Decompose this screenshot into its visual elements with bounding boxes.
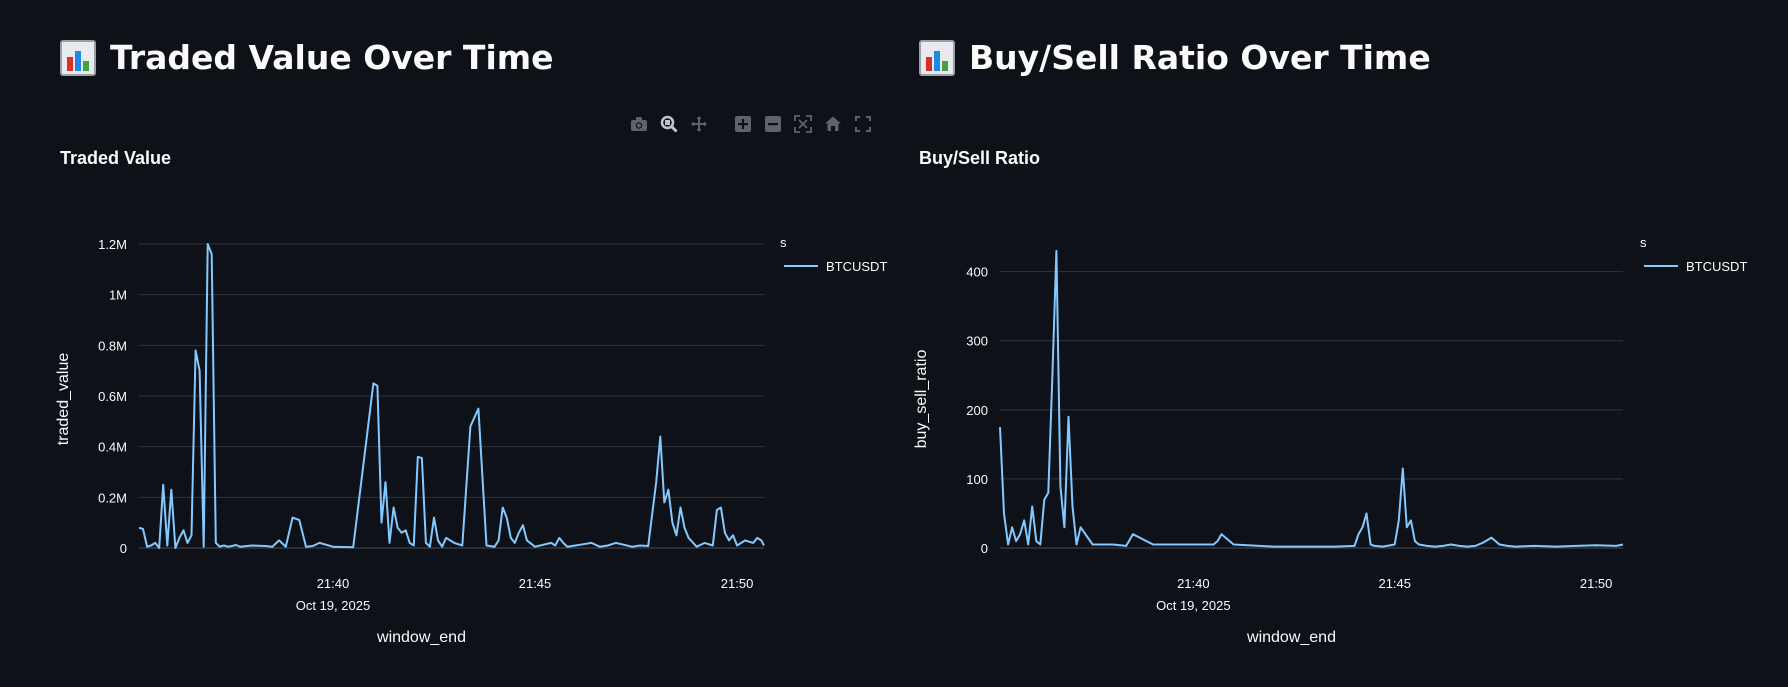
x-tick-date-label: Oct 19, 2025	[1156, 598, 1230, 613]
y-tick-label: 200	[966, 403, 988, 418]
legend-entry[interactable]: BTCUSDT	[826, 259, 887, 274]
y-tick-label: 0.6M	[98, 389, 127, 404]
series-line-btcusdt[interactable]	[999, 249, 1624, 548]
y-tick-label: 100	[966, 472, 988, 487]
legend-title: s	[1640, 235, 1647, 250]
traded-value-chart[interactable]: 0 0.2M 0.4M 0.6M 0.8M 1M 1.2M 21:40 Oct 19, 2025…	[0, 0, 900, 687]
traded-value-panel: Traded Value Over Time Traded Value 0 0.2…	[0, 0, 900, 687]
chart-title: Buy/Sell Ratio	[919, 148, 1041, 168]
heading-text: Traded Value Over Time	[110, 38, 554, 77]
x-tick-date-label: Oct 19, 2025	[296, 598, 370, 613]
y-axis-title: buy_sell_ratio	[913, 350, 930, 449]
x-tick-label: 21:40	[1177, 576, 1210, 591]
buy-sell-ratio-chart[interactable]: 0 100 200 300 400 21:40 Oct 19, 2025 21:45 21:50…	[859, 0, 1788, 687]
chart-modebar	[624, 112, 878, 136]
y-tick-label: 300	[966, 334, 988, 349]
x-tick-label: 21:50	[721, 576, 754, 591]
x-tick-label: 21:50	[1580, 576, 1613, 591]
chart-title: Traded Value	[60, 148, 172, 168]
zoom-out-icon[interactable]	[758, 112, 788, 136]
y-tick-label: 0.2M	[98, 490, 127, 505]
y-tick-label: 0	[981, 541, 988, 556]
camera-icon[interactable]	[624, 112, 654, 136]
x-axis-title: window_end	[1246, 629, 1336, 646]
series-line-btcusdt[interactable]	[138, 243, 765, 549]
x-axis-title: window_end	[376, 629, 466, 646]
bar-chart-icon	[60, 39, 96, 76]
x-tick-label: 21:40	[317, 576, 350, 591]
page-heading: Buy/Sell Ratio Over Time	[919, 38, 1431, 77]
legend-entry[interactable]: BTCUSDT	[1686, 259, 1747, 274]
y-tick-label: 400	[966, 265, 988, 280]
zoom-icon[interactable]	[654, 112, 684, 136]
buy-sell-ratio-panel: Buy/Sell Ratio Over Time Buy/Sell Ratio …	[859, 0, 1788, 687]
reset-axes-icon[interactable]	[818, 112, 848, 136]
y-tick-label: 1.2M	[98, 237, 127, 252]
y-axis-title: traded_value	[55, 353, 72, 446]
autoscale-icon[interactable]	[788, 112, 818, 136]
legend-title: s	[780, 235, 787, 250]
y-tick-label: 0.8M	[98, 338, 127, 353]
y-tick-label: 0.4M	[98, 440, 127, 455]
zoom-in-icon[interactable]	[728, 112, 758, 136]
page-heading: Traded Value Over Time	[60, 38, 554, 77]
fullscreen-icon[interactable]	[848, 112, 878, 136]
x-tick-label: 21:45	[1378, 576, 1411, 591]
x-tick-label: 21:45	[519, 576, 552, 591]
pan-icon[interactable]	[684, 112, 714, 136]
y-tick-label: 1M	[109, 288, 127, 303]
bar-chart-icon	[919, 39, 955, 76]
heading-text: Buy/Sell Ratio Over Time	[969, 38, 1431, 77]
y-tick-label: 0	[120, 541, 127, 556]
